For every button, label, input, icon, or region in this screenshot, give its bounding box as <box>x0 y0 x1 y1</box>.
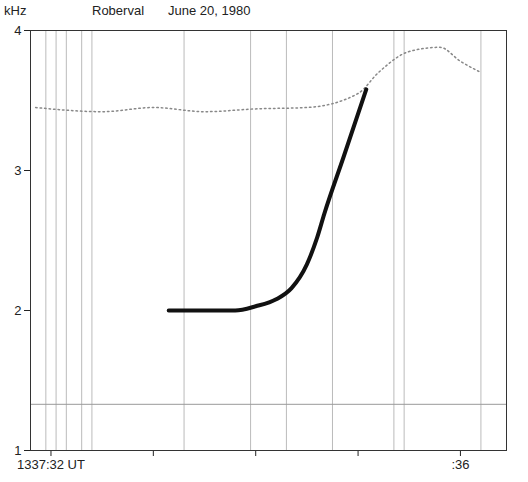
html-text:kHz: kHz <box>4 3 27 18</box>
svg-text:1337:32 UT: 1337:32 UT <box>17 457 85 472</box>
svg-text:3: 3 <box>14 163 21 178</box>
svg-text:2: 2 <box>14 303 21 318</box>
svg-text:1: 1 <box>14 443 21 458</box>
html-text:June 20, 1980: June 20, 1980 <box>168 3 251 18</box>
html-text:Roberval: Roberval <box>92 3 144 18</box>
svg-text:4: 4 <box>14 23 21 38</box>
svg-text::36: :36 <box>451 457 469 472</box>
